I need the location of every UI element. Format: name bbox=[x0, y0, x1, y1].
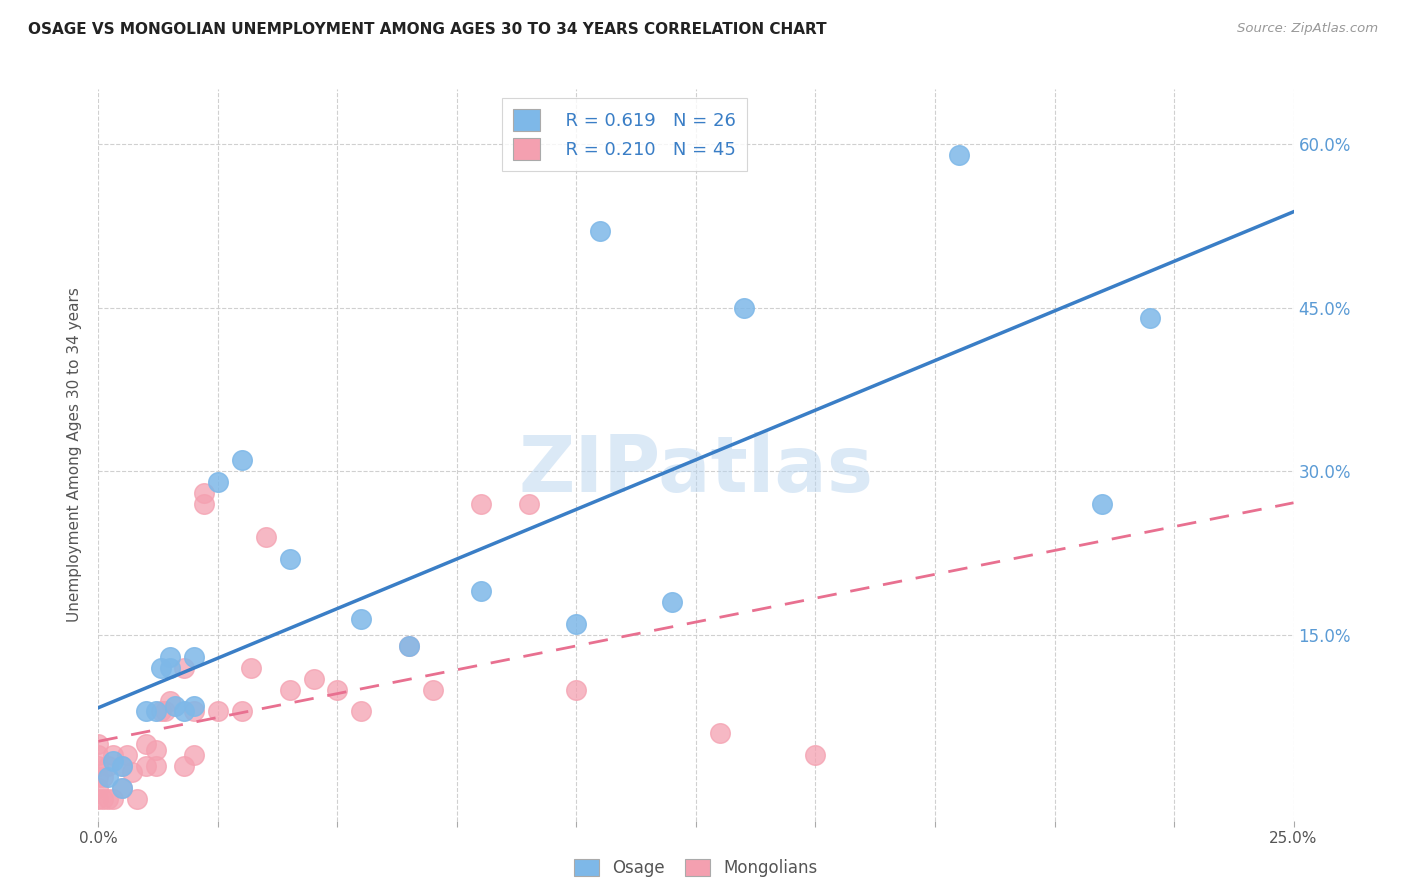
Point bbox=[173, 661, 195, 675]
Point bbox=[145, 759, 167, 773]
Point bbox=[97, 770, 120, 784]
Point bbox=[159, 661, 181, 675]
Point bbox=[101, 748, 124, 763]
Point bbox=[87, 759, 110, 773]
Point bbox=[1139, 311, 1161, 326]
Point bbox=[254, 530, 277, 544]
Point bbox=[163, 698, 186, 713]
Point bbox=[240, 661, 263, 675]
Point bbox=[398, 639, 420, 653]
Point bbox=[733, 301, 755, 315]
Text: ZIPatlas: ZIPatlas bbox=[519, 432, 873, 508]
Point bbox=[326, 682, 349, 697]
Point bbox=[101, 754, 124, 768]
Point bbox=[350, 705, 373, 719]
Point bbox=[111, 780, 134, 795]
Point bbox=[111, 780, 134, 795]
Point bbox=[87, 770, 110, 784]
Point bbox=[159, 649, 181, 664]
Point bbox=[135, 705, 157, 719]
Point bbox=[422, 682, 444, 697]
Point bbox=[121, 764, 143, 779]
Point bbox=[87, 780, 110, 795]
Point bbox=[517, 497, 540, 511]
Point bbox=[1091, 497, 1114, 511]
Point bbox=[173, 705, 195, 719]
Point bbox=[111, 759, 134, 773]
Point bbox=[115, 748, 138, 763]
Point bbox=[231, 453, 253, 467]
Point bbox=[91, 792, 114, 806]
Point bbox=[101, 792, 124, 806]
Point bbox=[87, 748, 110, 763]
Y-axis label: Unemployment Among Ages 30 to 34 years: Unemployment Among Ages 30 to 34 years bbox=[67, 287, 83, 623]
Point bbox=[183, 705, 205, 719]
Point bbox=[350, 612, 373, 626]
Point bbox=[145, 742, 167, 756]
Point bbox=[470, 584, 492, 599]
Point bbox=[125, 792, 148, 806]
Text: OSAGE VS MONGOLIAN UNEMPLOYMENT AMONG AGES 30 TO 34 YEARS CORRELATION CHART: OSAGE VS MONGOLIAN UNEMPLOYMENT AMONG AG… bbox=[28, 22, 827, 37]
Point bbox=[565, 617, 588, 632]
Point bbox=[302, 672, 325, 686]
Point bbox=[173, 759, 195, 773]
Point bbox=[91, 770, 114, 784]
Point bbox=[183, 649, 205, 664]
Point bbox=[589, 224, 612, 238]
Point bbox=[149, 661, 172, 675]
Point bbox=[193, 497, 215, 511]
Point bbox=[183, 698, 205, 713]
Point bbox=[565, 682, 588, 697]
Point bbox=[231, 705, 253, 719]
Text: Source: ZipAtlas.com: Source: ZipAtlas.com bbox=[1237, 22, 1378, 36]
Point bbox=[97, 759, 120, 773]
Point bbox=[661, 595, 683, 609]
Point bbox=[398, 639, 420, 653]
Point bbox=[155, 705, 177, 719]
Point bbox=[87, 792, 110, 806]
Point bbox=[278, 551, 301, 566]
Point bbox=[804, 748, 827, 763]
Point bbox=[948, 147, 970, 161]
Point bbox=[159, 693, 181, 707]
Point bbox=[183, 748, 205, 763]
Point bbox=[87, 737, 110, 751]
Legend: Osage, Mongolians: Osage, Mongolians bbox=[565, 851, 827, 886]
Point bbox=[111, 759, 134, 773]
Point bbox=[145, 705, 167, 719]
Point bbox=[149, 705, 172, 719]
Point bbox=[470, 497, 492, 511]
Point bbox=[97, 792, 120, 806]
Point bbox=[135, 737, 157, 751]
Point bbox=[207, 475, 229, 490]
Point bbox=[709, 726, 731, 740]
Point bbox=[135, 759, 157, 773]
Point bbox=[207, 705, 229, 719]
Point bbox=[193, 486, 215, 500]
Point bbox=[278, 682, 301, 697]
